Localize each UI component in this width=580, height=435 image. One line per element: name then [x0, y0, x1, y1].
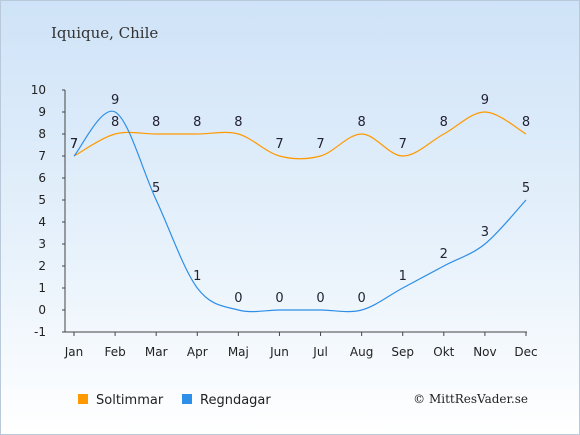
- series-line-regndagar: [73, 110, 527, 313]
- x-tick-label: Jan: [64, 345, 84, 359]
- data-label-regndagar: 0: [316, 291, 324, 306]
- y-tick-label: 4: [38, 215, 46, 229]
- legend-label-soltimmar: Soltimmar: [96, 393, 164, 408]
- data-label-regndagar: 1: [193, 269, 201, 284]
- x-tick-label: Aug: [350, 345, 373, 359]
- data-label-soltimmar: 7: [399, 137, 407, 152]
- chart-title: Iquique, Chile: [51, 24, 158, 42]
- data-label-regndagar: 5: [152, 181, 160, 196]
- x-tick-label: Dec: [514, 345, 537, 359]
- data-label-soltimmar: 9: [481, 93, 489, 108]
- data-label-regndagar: 5: [522, 181, 530, 196]
- data-label-soltimmar: 7: [70, 137, 78, 152]
- data-label-regndagar: 9: [111, 93, 119, 108]
- x-tick-label: Nov: [473, 345, 496, 359]
- data-label-regndagar: 1: [399, 269, 407, 284]
- y-tick-label: 9: [38, 105, 46, 119]
- y-tick-label: 0: [38, 303, 46, 317]
- x-tick-label: Maj: [228, 345, 249, 359]
- series-group: [73, 110, 527, 313]
- data-label-soltimmar: 7: [316, 137, 324, 152]
- legend: Soltimmar Regndagar: [78, 393, 271, 408]
- data-label-soltimmar: 8: [522, 115, 530, 130]
- data-label-soltimmar: 7: [275, 137, 283, 152]
- y-tick-label: 10: [31, 83, 46, 97]
- y-tick-label: 7: [38, 149, 46, 163]
- x-tick-label: Feb: [104, 345, 125, 359]
- data-label-soltimmar: 8: [440, 115, 448, 130]
- y-tick-label: -1: [34, 325, 46, 339]
- x-tick-label: Jun: [269, 345, 289, 359]
- y-tick-label: 8: [38, 127, 46, 141]
- data-label-regndagar: 0: [357, 291, 365, 306]
- legend-label-regndagar: Regndagar: [200, 393, 271, 408]
- y-tick-label: 3: [38, 237, 46, 251]
- x-tick-label: Apr: [187, 345, 208, 359]
- data-label-regndagar: 3: [481, 225, 489, 240]
- y-tick-label: 1: [38, 281, 46, 295]
- y-tick-label: 5: [38, 193, 46, 207]
- legend-swatch-soltimmar: [78, 394, 88, 404]
- x-tick-label: Okt: [433, 345, 454, 359]
- y-tick-label: 2: [38, 259, 46, 273]
- series-line-soltimmar: [73, 111, 527, 160]
- data-label-soltimmar: 8: [152, 115, 160, 130]
- x-tick-label: Mar: [145, 345, 168, 359]
- data-label-regndagar: 7: [70, 137, 78, 152]
- data-label-regndagar: 0: [234, 291, 242, 306]
- data-label-soltimmar: 8: [234, 115, 242, 130]
- legend-swatch-regndagar: [182, 394, 192, 404]
- data-label-soltimmar: 8: [193, 115, 201, 130]
- data-label-soltimmar: 8: [111, 115, 119, 130]
- data-label-soltimmar: 8: [357, 115, 365, 130]
- x-tick-label: Sep: [391, 345, 414, 359]
- data-label-regndagar: 0: [275, 291, 283, 306]
- credit-text: © MittResVader.se: [413, 392, 528, 406]
- y-tick-label: 6: [38, 171, 46, 185]
- data-label-regndagar: 2: [440, 247, 448, 262]
- x-tick-label: Jul: [312, 345, 327, 359]
